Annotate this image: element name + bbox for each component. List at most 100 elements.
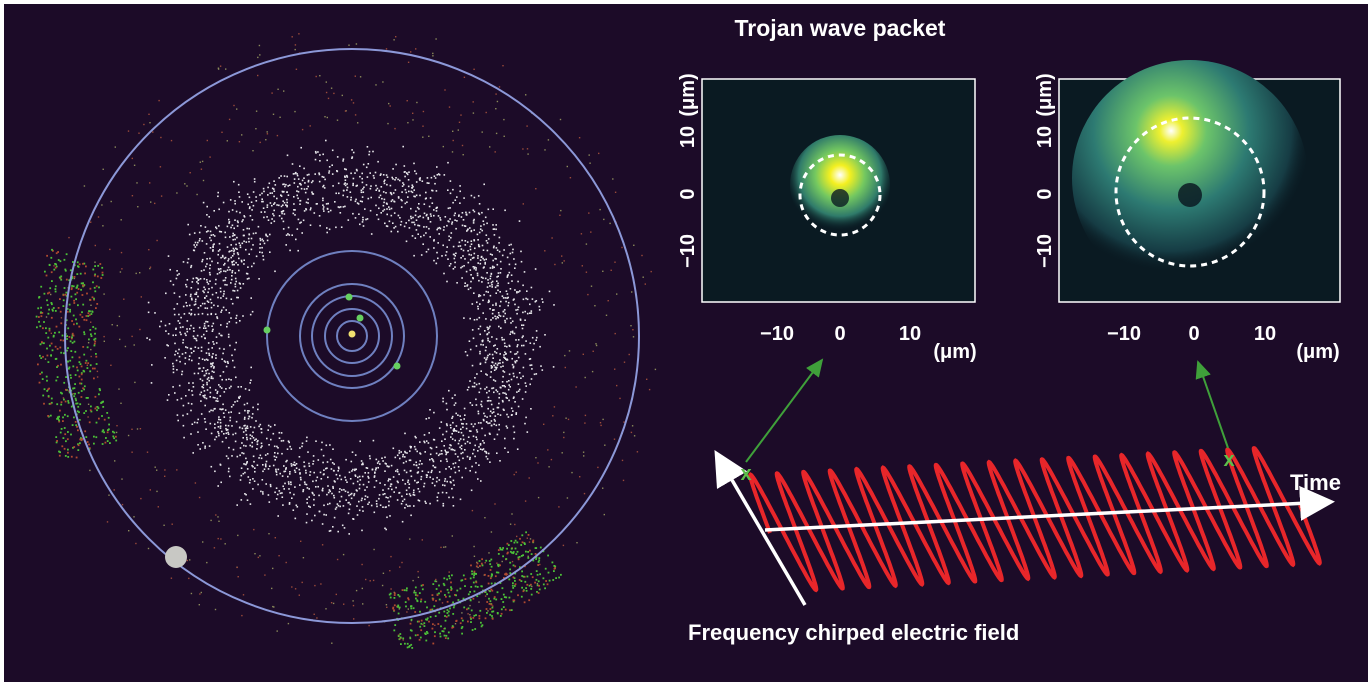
asteroid <box>431 472 433 474</box>
asteroid <box>414 480 416 482</box>
asteroid <box>197 419 199 421</box>
asteroid <box>235 377 237 379</box>
asteroid <box>368 502 370 504</box>
asteroid <box>496 563 497 564</box>
asteroid <box>384 223 386 225</box>
asteroid <box>194 338 196 340</box>
asteroid <box>491 425 493 427</box>
asteroid <box>419 225 421 227</box>
asteroid <box>375 467 377 469</box>
asteroid <box>240 245 242 247</box>
asteroid <box>256 111 257 112</box>
asteroid <box>461 445 463 447</box>
trojan-asteroid <box>94 333 96 335</box>
asteroid <box>233 105 234 106</box>
asteroid <box>212 362 214 364</box>
asteroid <box>473 338 475 340</box>
asteroid <box>217 516 218 517</box>
asteroid <box>345 479 347 481</box>
asteroid <box>326 81 327 82</box>
asteroid <box>492 605 493 606</box>
trojan-asteroid <box>536 591 538 593</box>
asteroid <box>465 244 467 246</box>
trojan-asteroid <box>442 630 444 632</box>
asteroid <box>592 371 593 372</box>
asteroid <box>350 504 352 506</box>
asteroid <box>366 184 368 186</box>
asteroid <box>630 325 631 326</box>
asteroid <box>307 202 309 204</box>
asteroid <box>191 360 193 362</box>
asteroid <box>508 380 510 382</box>
asteroid <box>537 462 538 463</box>
trojan-asteroid <box>518 558 520 560</box>
asteroid <box>234 239 236 241</box>
asteroid <box>407 481 409 483</box>
asteroid <box>515 362 517 364</box>
asteroid <box>326 227 328 229</box>
asteroid <box>461 432 463 434</box>
trojan-asteroid <box>460 588 462 590</box>
trojan-asteroid <box>470 586 472 588</box>
asteroid <box>136 273 137 274</box>
asteroid <box>374 512 376 514</box>
asteroid <box>475 462 477 464</box>
trojan-asteroid <box>67 415 69 417</box>
planet <box>264 327 271 334</box>
asteroid <box>255 128 256 129</box>
asteroid <box>522 312 524 314</box>
asteroid <box>193 386 195 388</box>
asteroid <box>525 382 527 384</box>
asteroid <box>474 240 476 242</box>
asteroid <box>271 222 273 224</box>
asteroid <box>500 387 502 389</box>
trojan-asteroid <box>93 436 95 438</box>
asteroid <box>480 363 482 365</box>
asteroid <box>331 602 332 603</box>
asteroid <box>543 424 544 425</box>
trojan-asteroid <box>95 436 97 438</box>
asteroid <box>255 420 257 422</box>
asteroid <box>417 571 418 572</box>
asteroid <box>421 254 423 256</box>
asteroid <box>469 614 470 615</box>
trojan-asteroid <box>436 588 438 590</box>
asteroid <box>227 246 229 248</box>
asteroid <box>306 484 308 486</box>
trojan-asteroid <box>102 272 104 274</box>
asteroid <box>479 232 481 234</box>
asteroid <box>418 467 420 469</box>
asteroid <box>412 580 413 581</box>
asteroid <box>159 326 161 328</box>
asteroid <box>419 195 421 197</box>
asteroid <box>225 428 227 430</box>
trojan-asteroid <box>92 368 94 370</box>
asteroid <box>265 483 267 485</box>
asteroid <box>262 239 264 241</box>
asteroid <box>436 453 438 455</box>
asteroid <box>337 470 339 472</box>
asteroid <box>249 479 251 481</box>
asteroid <box>249 416 251 418</box>
asteroid <box>240 247 242 249</box>
asteroid <box>404 451 406 453</box>
asteroid <box>351 149 353 151</box>
asteroid <box>542 301 544 303</box>
trojan-asteroid <box>65 455 67 457</box>
asteroid <box>407 196 409 198</box>
asteroid <box>322 198 324 200</box>
asteroid <box>252 432 254 434</box>
asteroid <box>504 357 506 359</box>
asteroid <box>342 95 343 96</box>
asteroid <box>363 191 365 193</box>
asteroid <box>321 442 323 444</box>
asteroid <box>326 160 328 162</box>
asteroid <box>439 174 441 176</box>
asteroid <box>179 296 181 298</box>
asteroid <box>614 262 615 263</box>
asteroid <box>382 460 384 462</box>
asteroid <box>442 398 444 400</box>
asteroid <box>254 480 256 482</box>
asteroid <box>492 362 494 364</box>
asteroid <box>229 221 231 223</box>
